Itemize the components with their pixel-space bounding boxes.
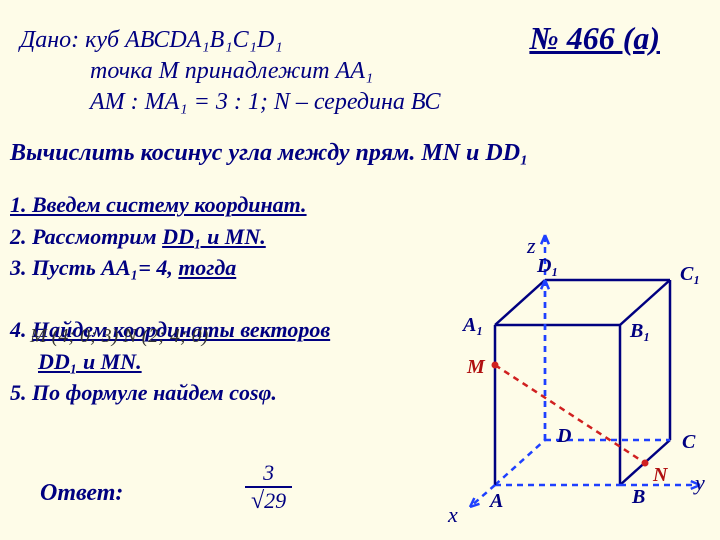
svg-text:D: D — [556, 425, 571, 447]
given-block: Дано: куб АВСDА₁В₁С₁D₁ точка М принадлеж… — [20, 25, 440, 119]
given-line3: АМ : МА₁ = 3 : 1; N – середина ВС — [20, 87, 440, 118]
step-2-prefix: 2. Рассмотрим — [10, 224, 162, 249]
svg-text:x: x — [447, 502, 458, 525]
svg-text:A: A — [488, 490, 503, 512]
solution-steps: 1. Введем систему координат. 2. Рассмотр… — [10, 190, 430, 410]
step-2-underline: DD₁ и МN. — [162, 224, 266, 249]
step-points-spacer — [10, 285, 430, 313]
svg-text:C₁: C₁ — [680, 263, 700, 285]
task-statement: Вычислить косинус угла между прям. МN и … — [10, 140, 528, 167]
given-line2: точка М принадлежит АА₁ — [20, 56, 440, 87]
step-5: 5. По формуле найдем cosφ. — [10, 378, 430, 408]
radicand: 29 — [264, 488, 286, 513]
step-4-num: 4. — [10, 317, 32, 342]
fraction-denominator: 29 — [245, 488, 292, 515]
answer-fraction: 3 29 — [245, 460, 292, 515]
step-1: 1. Введем систему координат. — [10, 190, 430, 220]
svg-text:D₁: D₁ — [536, 255, 558, 277]
step-2: 2. Рассмотрим DD₁ и МN. — [10, 222, 430, 252]
step-3-prefix: 3. Пусть АА₁= 4, — [10, 255, 178, 280]
fraction-numerator: 3 — [245, 460, 292, 488]
given-line1: Дано: куб АВСDА₁В₁С₁D₁ — [20, 25, 440, 56]
step-3-underline: тогда — [178, 255, 236, 280]
svg-text:B₁: B₁ — [629, 320, 650, 342]
point-coordinates: M (4; 0; 3) N (2; 4; 0) — [30, 325, 208, 348]
svg-text:N: N — [652, 464, 669, 486]
svg-text:A₁: A₁ — [461, 314, 483, 336]
problem-number: № 466 (а) — [529, 20, 660, 57]
svg-text:M: M — [466, 356, 486, 378]
svg-text:B: B — [631, 486, 645, 508]
svg-text:C: C — [682, 431, 696, 453]
answer-label: Ответ: — [40, 480, 123, 507]
svg-text:y: y — [693, 470, 705, 495]
svg-text:z: z — [526, 233, 536, 258]
step-4-cont: DD₁ и МN. — [10, 347, 430, 377]
cube-diagram: A B C D A₁ B₁ C₁ D₁ M Nz y x — [410, 185, 710, 525]
step-3: 3. Пусть АА₁= 4, тогда — [10, 253, 430, 283]
